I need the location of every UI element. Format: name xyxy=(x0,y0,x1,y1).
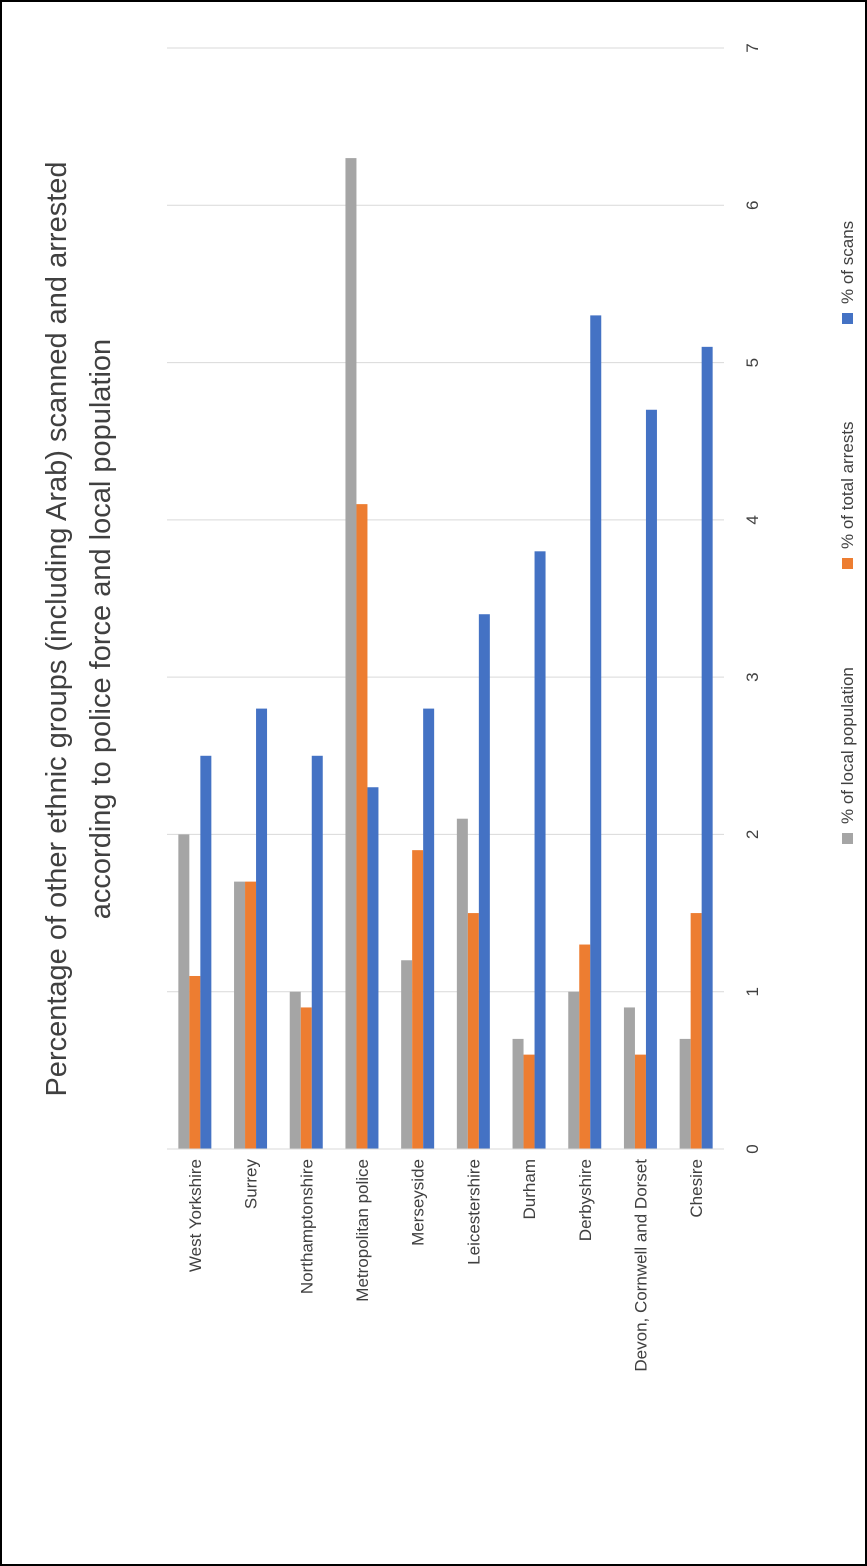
bar xyxy=(679,1038,691,1149)
legend: % of local population % of total arrests%… xyxy=(838,221,857,844)
chart-title-line-1: Percentage of other ethnic groups (inclu… xyxy=(41,161,73,1096)
axis: 0 1 2 3 4 5 6 7 West Yorkshire Surrey Northamptons… xyxy=(167,43,762,1372)
bar xyxy=(311,755,323,1149)
bar xyxy=(467,913,479,1149)
bar xyxy=(456,818,468,1149)
category-label: Metropolitan police xyxy=(353,1159,372,1302)
category-label: Northamptonshire xyxy=(297,1159,316,1294)
bar xyxy=(523,1054,535,1149)
tick-label: 1 xyxy=(743,987,762,996)
bar xyxy=(478,614,490,1149)
legend-swatch xyxy=(842,313,853,324)
bar xyxy=(412,850,424,1149)
bar xyxy=(345,158,357,1149)
bar xyxy=(690,913,702,1149)
tick-label: 7 xyxy=(743,43,762,52)
legend-label: % of scans xyxy=(838,221,857,304)
bar xyxy=(256,708,268,1149)
bar xyxy=(356,504,368,1149)
tick-label: 4 xyxy=(743,515,762,524)
bars xyxy=(178,158,713,1149)
category-label: Devon, Cornwell and Dorset xyxy=(631,1159,650,1372)
bar xyxy=(300,1007,312,1149)
bar xyxy=(289,991,301,1149)
bar xyxy=(234,881,246,1149)
category-label: Derbyshire xyxy=(576,1159,595,1241)
category-label: Durham xyxy=(520,1159,539,1219)
category-label: West Yorkshire xyxy=(186,1159,205,1272)
bar xyxy=(590,315,602,1149)
legend-swatch xyxy=(842,558,853,569)
bar xyxy=(534,551,546,1149)
legend-label: % of total arrests xyxy=(838,421,857,549)
bar xyxy=(189,975,201,1149)
tick-label: 3 xyxy=(743,672,762,681)
bar xyxy=(367,787,379,1149)
bar xyxy=(512,1038,524,1149)
bar xyxy=(245,881,257,1149)
bar xyxy=(568,991,580,1149)
bar xyxy=(579,944,591,1149)
tick-label: 6 xyxy=(743,201,762,210)
bar xyxy=(623,1007,635,1149)
tick-label: 5 xyxy=(743,358,762,367)
category-label: Merseyside xyxy=(409,1159,428,1246)
bar xyxy=(645,409,657,1149)
chart-title-line-2: according to police force and local popu… xyxy=(85,339,117,919)
tick-label: 0 xyxy=(743,1144,762,1153)
tick-label: 2 xyxy=(743,830,762,839)
legend-label: % of local population xyxy=(838,667,857,824)
gridlines xyxy=(167,47,724,993)
bar xyxy=(178,834,190,1149)
bar xyxy=(401,960,413,1149)
category-label: Surrey xyxy=(242,1159,261,1210)
bar xyxy=(701,346,713,1149)
bar xyxy=(634,1054,646,1149)
category-label: Chesire xyxy=(687,1159,706,1218)
bar xyxy=(200,755,212,1149)
category-label: Leicestershire xyxy=(464,1159,483,1265)
bar xyxy=(423,708,435,1149)
legend-swatch xyxy=(842,833,853,844)
